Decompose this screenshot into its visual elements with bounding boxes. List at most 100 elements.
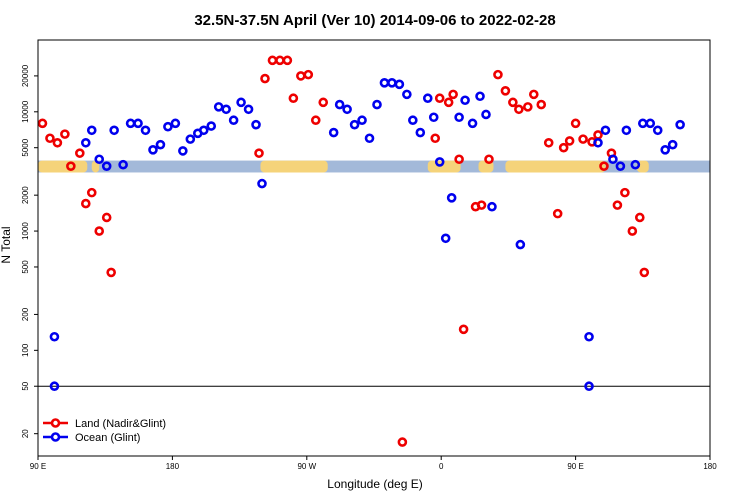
- ocean-point: [422, 93, 433, 104]
- land-point: [599, 161, 609, 171]
- chart-title: 32.5N-37.5N April (Ver 10) 2014-09-06 to…: [194, 12, 555, 29]
- land-point: [397, 437, 408, 447]
- land-point: [612, 200, 623, 210]
- land-point: [254, 148, 264, 158]
- land-point: [500, 86, 511, 96]
- y-tick-label: 1000: [21, 222, 30, 240]
- land-point: [101, 212, 112, 223]
- land-point: [448, 89, 458, 100]
- ocean-point: [257, 178, 267, 189]
- land-point: [536, 99, 547, 110]
- land-point: [288, 93, 299, 104]
- land-point: [528, 89, 539, 100]
- y-tick-label: 10000: [21, 100, 30, 123]
- land-point: [523, 102, 533, 112]
- y-tick-label: 50: [21, 381, 30, 390]
- ocean-point: [163, 121, 173, 132]
- ocean-point: [660, 145, 671, 155]
- legend-label: Land (Nadir&Glint): [75, 418, 166, 430]
- x-tick-label: 90 W: [297, 462, 316, 471]
- ocean-point: [584, 331, 594, 342]
- ocean-point: [454, 112, 464, 123]
- ocean-point: [667, 139, 678, 150]
- x-tick-label: 180: [703, 462, 717, 471]
- ocean-point: [645, 118, 656, 129]
- land-point: [620, 187, 630, 198]
- land-point: [434, 93, 445, 104]
- ocean-point: [402, 89, 412, 100]
- ocean-point: [515, 239, 526, 250]
- ocean-point: [394, 79, 405, 90]
- band-land: [38, 160, 88, 173]
- land-point: [310, 115, 321, 126]
- ocean-point: [621, 125, 632, 136]
- land-point: [52, 137, 63, 148]
- land-point: [60, 129, 70, 139]
- ocean-point: [584, 381, 594, 392]
- ocean-point: [475, 91, 485, 102]
- ocean-point: [178, 146, 188, 156]
- ocean-point: [221, 104, 231, 115]
- ocean-point: [446, 193, 457, 203]
- ocean-point: [675, 119, 685, 130]
- legend: Land (Nadir&Glint) Ocean (Glint): [43, 418, 166, 444]
- ocean-point: [408, 115, 418, 126]
- y-tick-label: 20000: [21, 64, 30, 87]
- ocean-point: [467, 118, 478, 129]
- x-tick-label: 90 E: [30, 462, 46, 471]
- land-point: [458, 324, 469, 335]
- band-ocean: [38, 160, 710, 173]
- ocean-point: [440, 233, 451, 244]
- legend-label: Ocean (Glint): [75, 432, 140, 444]
- land-point: [45, 133, 55, 144]
- y-axis-ticks: 20 50 100 200 500 1000 2000 5000 10000 20000: [21, 64, 38, 438]
- ocean-point: [415, 127, 426, 138]
- ocean-point: [155, 139, 166, 150]
- land-point: [639, 267, 650, 278]
- land-point: [37, 118, 48, 129]
- land-point: [282, 55, 293, 66]
- land-point: [558, 142, 569, 153]
- land-point: [443, 97, 454, 108]
- legend-marker: [50, 432, 61, 442]
- y-tick-label: 200: [21, 307, 30, 321]
- ocean-point: [349, 119, 360, 130]
- ocean-point: [80, 137, 91, 148]
- ocean-point: [118, 159, 128, 170]
- ocean-point: [140, 125, 151, 136]
- land-point: [564, 136, 575, 146]
- ocean-point: [86, 125, 97, 136]
- land-point: [508, 97, 518, 108]
- land-point: [94, 226, 105, 236]
- land-point: [578, 134, 588, 144]
- band-land: [260, 160, 328, 173]
- land-point: [66, 161, 76, 171]
- ocean-point: [630, 159, 641, 170]
- ocean-point: [328, 127, 339, 138]
- ocean-point: [125, 118, 136, 129]
- ocean-point: [170, 118, 181, 129]
- land-point: [318, 97, 329, 108]
- y-tick-label: 2000: [21, 186, 30, 204]
- y-tick-label: 5000: [21, 138, 30, 156]
- ocean-point: [379, 78, 390, 88]
- x-axis-ticks: 90 E 180 90 W 0 90 E 180: [30, 456, 717, 471]
- land-point: [303, 69, 314, 80]
- plot-frame: [37, 39, 711, 457]
- y-axis-label: N Total: [0, 226, 13, 263]
- data-points: [37, 55, 685, 447]
- ocean-point: [101, 161, 112, 171]
- ocean-point: [434, 157, 445, 167]
- ocean-point: [615, 161, 626, 171]
- x-tick-label: 180: [166, 462, 180, 471]
- map-band: [38, 160, 710, 173]
- land-point: [514, 104, 524, 115]
- land-point: [86, 187, 97, 198]
- land-point: [296, 71, 306, 81]
- ocean-point: [213, 102, 224, 112]
- ocean-point: [251, 119, 261, 130]
- land-point: [552, 208, 563, 219]
- ocean-point: [185, 134, 196, 144]
- x-tick-label: 0: [439, 462, 444, 471]
- ocean-point: [428, 112, 439, 123]
